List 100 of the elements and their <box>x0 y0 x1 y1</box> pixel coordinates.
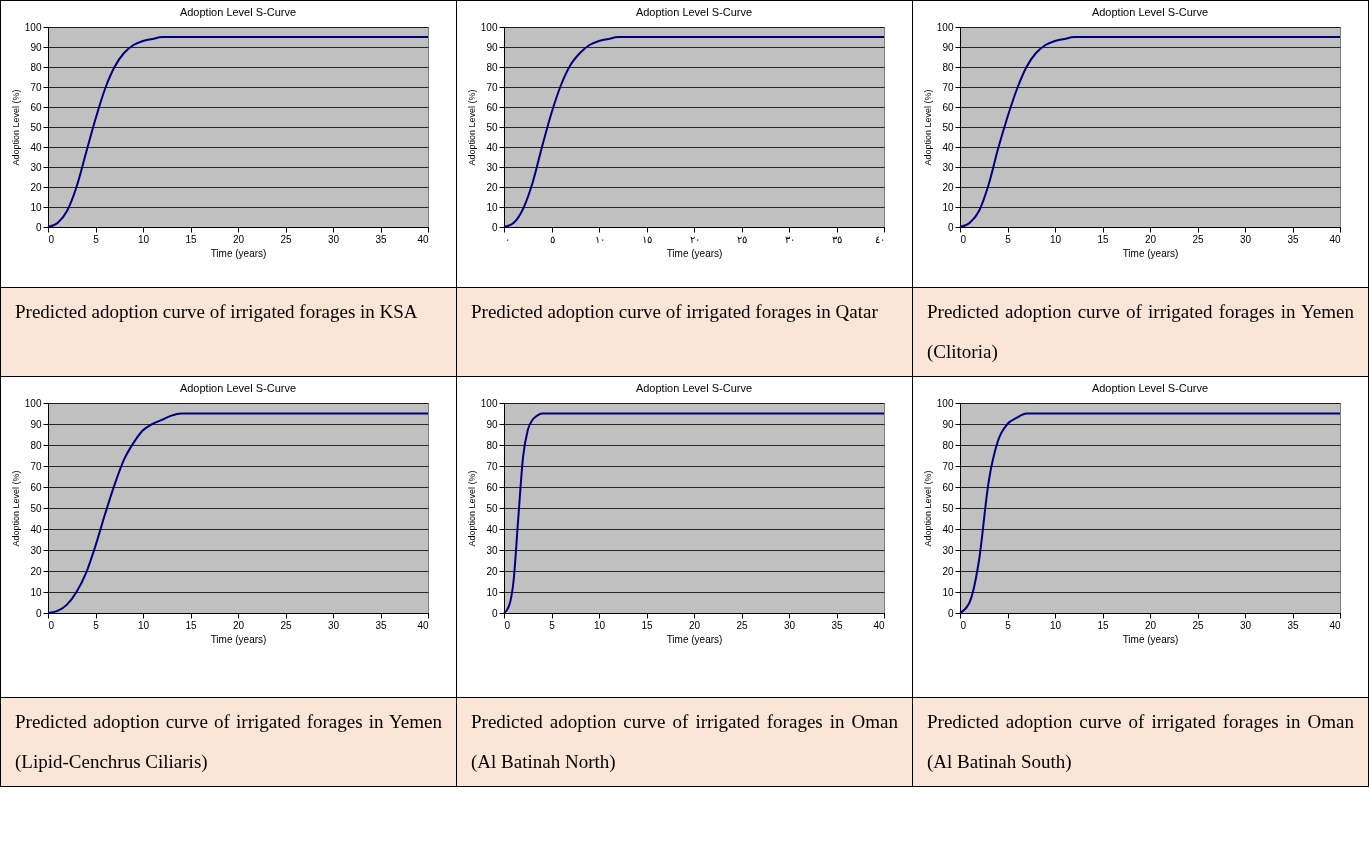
x-tick-label: 0 <box>48 233 55 245</box>
x-tick-label: 35 <box>375 619 387 631</box>
chart-title: Adoption Level S-Curve <box>635 382 753 394</box>
x-tick-label: 10 <box>137 233 150 245</box>
x-tick-label: 40 <box>417 619 429 631</box>
y-tick-label: 0 <box>947 607 954 619</box>
chart-title: Adoption Level S-Curve <box>179 6 297 18</box>
x-tick-label: 0 <box>48 619 55 631</box>
y-tick-label: 20 <box>942 181 954 193</box>
x-tick-label: 10 <box>1049 233 1062 245</box>
y-tick-label: 30 <box>486 161 498 173</box>
y-tick-label: 70 <box>486 460 498 472</box>
y-tick-label: 80 <box>486 439 498 451</box>
x-tick-label: 15 <box>185 619 197 631</box>
y-tick-label: 40 <box>486 523 498 535</box>
chart-title: Adoption Level S-Curve <box>635 6 753 18</box>
x-tick-label: ٢٠ <box>689 233 700 245</box>
x-tick-label: 5 <box>93 619 100 631</box>
x-axis-title: Time (years) <box>1122 633 1179 645</box>
y-tick-label: 80 <box>30 439 42 451</box>
y-tick-label: 100 <box>24 397 42 409</box>
y-tick-label: 60 <box>30 101 42 113</box>
y-tick-label: 40 <box>942 523 954 535</box>
x-tick-label: 5 <box>549 619 556 631</box>
y-tick-label: 70 <box>30 460 42 472</box>
chart-title: Adoption Level S-Curve <box>1091 382 1209 394</box>
x-tick-label: 40 <box>417 233 429 245</box>
x-tick-label: 30 <box>327 619 340 631</box>
y-tick-label: 0 <box>35 221 42 233</box>
y-tick-label: 70 <box>30 81 42 93</box>
x-tick-label: 25 <box>1192 619 1204 631</box>
x-tick-label: ٤٠ <box>874 233 885 245</box>
y-tick-label: 80 <box>30 61 42 73</box>
y-tick-label: 50 <box>942 502 954 514</box>
x-tick-label: 15 <box>1097 233 1109 245</box>
y-tick-label: 60 <box>486 481 498 493</box>
y-tick-label: 20 <box>486 181 498 193</box>
y-tick-label: 10 <box>942 201 954 213</box>
x-tick-label: 5 <box>93 233 100 245</box>
x-tick-label: 30 <box>1239 233 1252 245</box>
x-axis-title: Time (years) <box>210 247 267 259</box>
x-tick-label: 35 <box>831 619 843 631</box>
x-tick-label: 20 <box>232 233 245 245</box>
y-tick-label: 40 <box>30 523 42 535</box>
y-tick-label: 70 <box>942 81 954 93</box>
y-axis-title: Adoption Level (%) <box>10 470 21 547</box>
x-tick-label: 20 <box>1144 619 1157 631</box>
y-tick-label: 40 <box>486 141 498 153</box>
y-tick-label: 10 <box>942 586 954 598</box>
text: Predicted adoption curve of irrigated forages in Qatar <box>456 287 913 377</box>
x-tick-label: 0 <box>960 233 967 245</box>
y-tick-label: 40 <box>942 141 954 153</box>
y-tick-label: 30 <box>942 161 954 173</box>
x-tick-label: 20 <box>1144 233 1157 245</box>
y-tick-label: 30 <box>30 544 42 556</box>
x-axis-title: Time (years) <box>666 247 723 259</box>
y-tick-label: 0 <box>491 221 498 233</box>
y-tick-label: 80 <box>942 439 954 451</box>
y-tick-label: 70 <box>486 81 498 93</box>
y-axis-title: Adoption Level (%) <box>922 470 933 547</box>
text: Predicted adoption curve of irrigated forages in Oman (Al Batinah North) <box>456 697 913 787</box>
y-tick-label: 100 <box>480 21 498 33</box>
x-tick-label: 40 <box>1329 233 1341 245</box>
y-tick-label: 0 <box>35 607 42 619</box>
x-tick-label: 40 <box>873 619 885 631</box>
y-axis-title: Adoption Level (%) <box>10 89 21 166</box>
y-tick-label: 80 <box>486 61 498 73</box>
y-tick-label: 60 <box>942 101 954 113</box>
y-tick-label: 100 <box>936 397 954 409</box>
x-tick-label: ١٥ <box>642 233 652 245</box>
y-tick-label: 30 <box>486 544 498 556</box>
x-tick-label: 10 <box>137 619 150 631</box>
y-tick-label: 60 <box>30 481 42 493</box>
y-tick-label: 50 <box>486 121 498 133</box>
x-tick-label: 25 <box>280 233 292 245</box>
x-tick-label: 20 <box>232 619 245 631</box>
x-tick-label: ١٠ <box>594 233 605 245</box>
y-tick-label: 90 <box>30 418 42 430</box>
text: Predicted adoption curve of irrigated forages in Yemen (Lipid-Cenchrus Ciliaris) <box>0 697 457 787</box>
y-tick-label: 20 <box>30 181 42 193</box>
y-axis-title: Adoption Level (%) <box>466 89 477 166</box>
x-tick-label: 35 <box>375 233 387 245</box>
x-tick-label: 15 <box>185 233 197 245</box>
x-tick-label: 15 <box>641 619 653 631</box>
x-tick-label: 5 <box>1005 233 1012 245</box>
x-tick-label: 30 <box>327 233 340 245</box>
x-tick-label: 0 <box>960 619 967 631</box>
y-tick-label: 10 <box>30 201 42 213</box>
y-tick-label: 90 <box>30 41 42 53</box>
y-tick-label: 20 <box>486 565 498 577</box>
x-tick-label: ٣٥ <box>832 233 842 245</box>
y-tick-label: 10 <box>486 586 498 598</box>
y-tick-label: 90 <box>942 41 954 53</box>
y-axis-title: Adoption Level (%) <box>466 470 477 547</box>
x-tick-label: 5 <box>1005 619 1012 631</box>
y-tick-label: 0 <box>947 221 954 233</box>
y-tick-label: 50 <box>486 502 498 514</box>
x-tick-label: 15 <box>1097 619 1109 631</box>
y-tick-label: 20 <box>942 565 954 577</box>
text: Predicted adoption curve of irrigated forages in KSA <box>0 287 457 377</box>
